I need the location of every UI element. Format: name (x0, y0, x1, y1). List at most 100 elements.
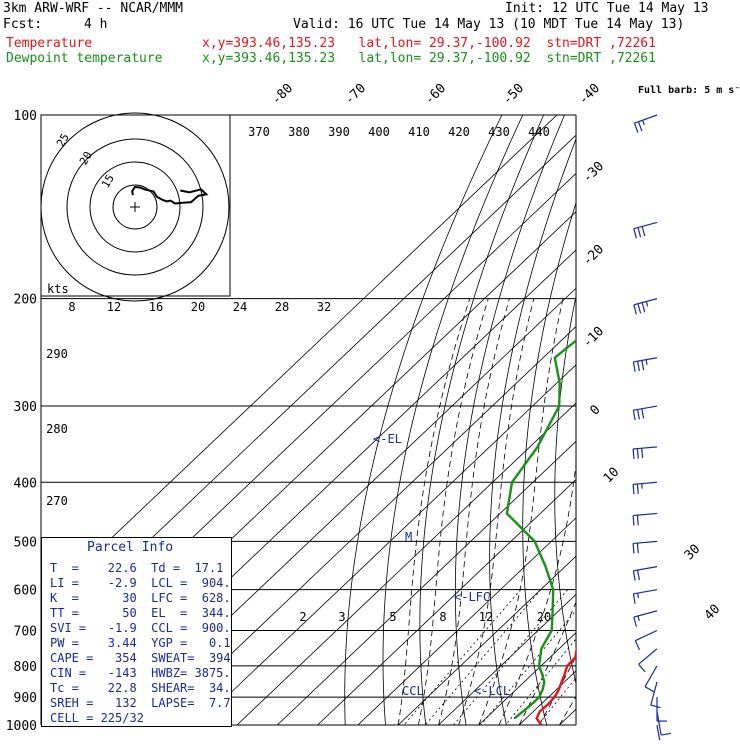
wind-barb-shaft (639, 649, 657, 664)
dry-adiabat-line (586, 115, 648, 725)
wind-axis-tick-label: 24 (233, 300, 247, 314)
wind-axis-tick-label: 32 (317, 300, 331, 314)
wind-axis-tick-label: 8 (68, 300, 75, 314)
isotherm-label: -10 (580, 324, 607, 351)
wind-barb-flag (639, 664, 645, 672)
dewpoint-point (551, 630, 553, 632)
wind-barb-half-flag (638, 593, 639, 598)
ccl-marker: CCL (402, 684, 424, 698)
wind-barb (633, 541, 657, 553)
parcel-info-row: CIN = -143 HWBZ= 3875. (50, 666, 231, 680)
wind-barbs (633, 115, 671, 740)
wind-barb-flag (633, 571, 635, 581)
temperature-point (602, 566, 604, 568)
parcel-info-row: TT = 50 EL = 344. (50, 606, 231, 620)
dry-adiabat-line (420, 115, 544, 725)
isotherm-label: -70 (342, 81, 369, 108)
wind-barb (634, 611, 657, 627)
temperature-point (574, 657, 576, 659)
wind-barb (633, 482, 657, 494)
temperature-point (558, 689, 560, 691)
dewpoint-point (538, 696, 540, 698)
wind-barb-flag (633, 516, 634, 526)
wind-barb (633, 406, 657, 420)
wind-barb-flag (637, 484, 638, 494)
temperature-point (706, 222, 708, 224)
mixing-ratio-label: 3 (338, 610, 345, 624)
wind-barb-flag (633, 484, 634, 494)
dewpoint-point (542, 689, 544, 691)
barb-scale-label: Full barb: 5 m s⁻¹ (638, 85, 740, 96)
temperature-point (547, 704, 549, 706)
wind-barb-flag (635, 641, 639, 650)
wind-barb-shaft (634, 611, 657, 617)
dry-adiabat-line (455, 115, 564, 725)
temperature-point (629, 481, 631, 483)
wind-barb-shaft (634, 115, 657, 123)
moist-adiabat-line (559, 299, 740, 725)
wind-barb-shaft (633, 447, 657, 449)
parcel-info-title: Parcel Info (87, 540, 173, 555)
wind-barb-shaft (633, 541, 657, 543)
dewpoint-point (541, 673, 543, 675)
dewpoint-point (677, 222, 679, 224)
theta-label: 440 (528, 125, 550, 139)
wind-barb-flag (634, 617, 637, 627)
pressure-tick-label: 300 (14, 400, 37, 415)
wind-barb (633, 590, 657, 604)
wind-barb (634, 115, 657, 133)
temperature-point (620, 513, 622, 515)
wind-barb (633, 567, 657, 581)
dry-adiabat-line (673, 115, 740, 725)
wind-barb-flag (639, 122, 642, 131)
temperature-point (566, 665, 568, 667)
pressure-tick-label: 800 (14, 660, 37, 675)
temperature-point (564, 673, 566, 675)
mixing-ratio-line (538, 590, 647, 725)
wind-barb-flag (661, 733, 671, 735)
temperature-point (680, 298, 682, 300)
dry-adiabat-line (345, 115, 502, 725)
temperature-profile (537, 115, 740, 725)
dewpoint-point (543, 681, 545, 683)
parcel-info-row: CAPE = 354 SWEAT= 394 (50, 651, 231, 665)
wind-axis-tick-label: 28 (275, 300, 289, 314)
isotherm-line (439, 115, 740, 725)
dewpoint-point (539, 657, 541, 659)
wind-barb-flag (634, 123, 637, 132)
profile-series (506, 114, 740, 726)
temperature-point (561, 681, 563, 683)
dewpoint-point (552, 589, 554, 591)
pressure-tick-label: 600 (14, 584, 37, 599)
dewpoint-point (716, 173, 718, 175)
theta-label: 370 (248, 125, 270, 139)
pressure-tick-label: 1000 (6, 719, 37, 734)
temperature-point (641, 446, 643, 448)
dry-adiabat-line (490, 115, 586, 725)
wind-barb-flag (633, 362, 635, 372)
wind-barb-flag (633, 410, 635, 420)
dry-adiabat-line (701, 115, 740, 725)
mixing-ratio-label: 12 (479, 610, 493, 624)
wind-barb-shaft (634, 222, 657, 228)
dry-adiabat-line (645, 115, 708, 725)
theta-side-label: 270 (46, 494, 68, 508)
temperature-point (612, 541, 614, 543)
mixing-ratio-line (404, 590, 521, 725)
wind-barb-shaft (633, 358, 657, 362)
pressure-tick-label: 700 (14, 625, 37, 640)
parcel-info-row: Tc = 22.8 SHEAR= 34. (50, 681, 231, 695)
wind-barb (633, 447, 657, 459)
dewpoint-point (506, 513, 508, 515)
isotherm-line (600, 115, 740, 725)
mixing-ratio-label: 8 (439, 610, 446, 624)
isotherm-line (398, 115, 740, 725)
lcl-marker: <-LCL (474, 684, 510, 698)
isotherm-label: 0 (587, 402, 603, 418)
wind-barb-flag (638, 361, 640, 371)
moist-adiabat-line (600, 299, 740, 725)
wind-barb-shaft (645, 666, 657, 687)
wind-barb-flag (634, 305, 637, 315)
